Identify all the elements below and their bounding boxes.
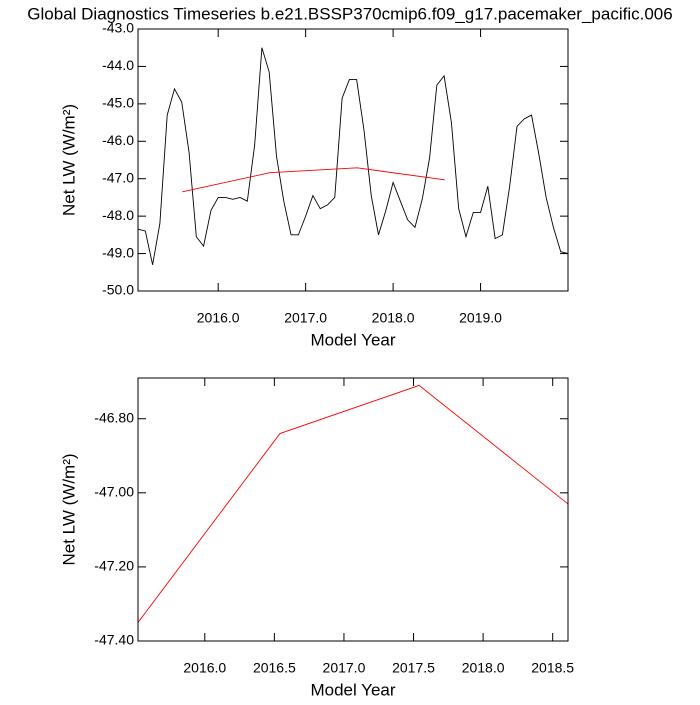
y-tick-label: -47.40 <box>94 632 134 648</box>
series-line <box>137 384 569 623</box>
x-tick-label: 2018.0 <box>462 660 505 676</box>
x-tick-label: 2017.5 <box>392 660 435 676</box>
x-tick-label: 2016.0 <box>197 310 240 326</box>
x-tick-label: 2017.0 <box>284 310 327 326</box>
y-tick-label: -43.0 <box>102 20 134 36</box>
x-tick-label: 2017.0 <box>323 660 366 676</box>
y-tick-label: -50.0 <box>102 282 134 298</box>
x-tick-label: 2018.5 <box>531 660 574 676</box>
y-tick-label: -46.0 <box>102 132 134 148</box>
x-tick-label: 2016.0 <box>183 660 226 676</box>
y-axis-label: Net LW (W/m²) <box>59 104 78 216</box>
x-tick-label: 2019.0 <box>459 310 502 326</box>
y-tick-label: -48.0 <box>102 207 134 223</box>
x-axis-label: Model Year <box>310 680 395 699</box>
y-tick-label: -47.0 <box>102 169 134 185</box>
chart-title: Global Diagnostics Timeseries b.e21.BSSP… <box>27 4 672 23</box>
y-tick-label: -46.80 <box>94 409 134 425</box>
x-axis-label: Model Year <box>310 330 395 349</box>
y-tick-label: -47.20 <box>94 558 134 574</box>
plot-frame <box>137 377 569 642</box>
y-tick-label: -45.0 <box>102 95 134 111</box>
y-tick-label: -49.0 <box>102 244 134 260</box>
y-tick-label: -44.0 <box>102 57 134 73</box>
plot-frame <box>137 28 569 292</box>
series-line <box>137 47 569 265</box>
series-line <box>182 167 445 193</box>
y-axis-label: Net LW (W/m²) <box>59 453 78 565</box>
y-tick-label: -47.00 <box>94 484 134 500</box>
x-tick-label: 2018.0 <box>372 310 415 326</box>
x-tick-label: 2016.5 <box>253 660 296 676</box>
